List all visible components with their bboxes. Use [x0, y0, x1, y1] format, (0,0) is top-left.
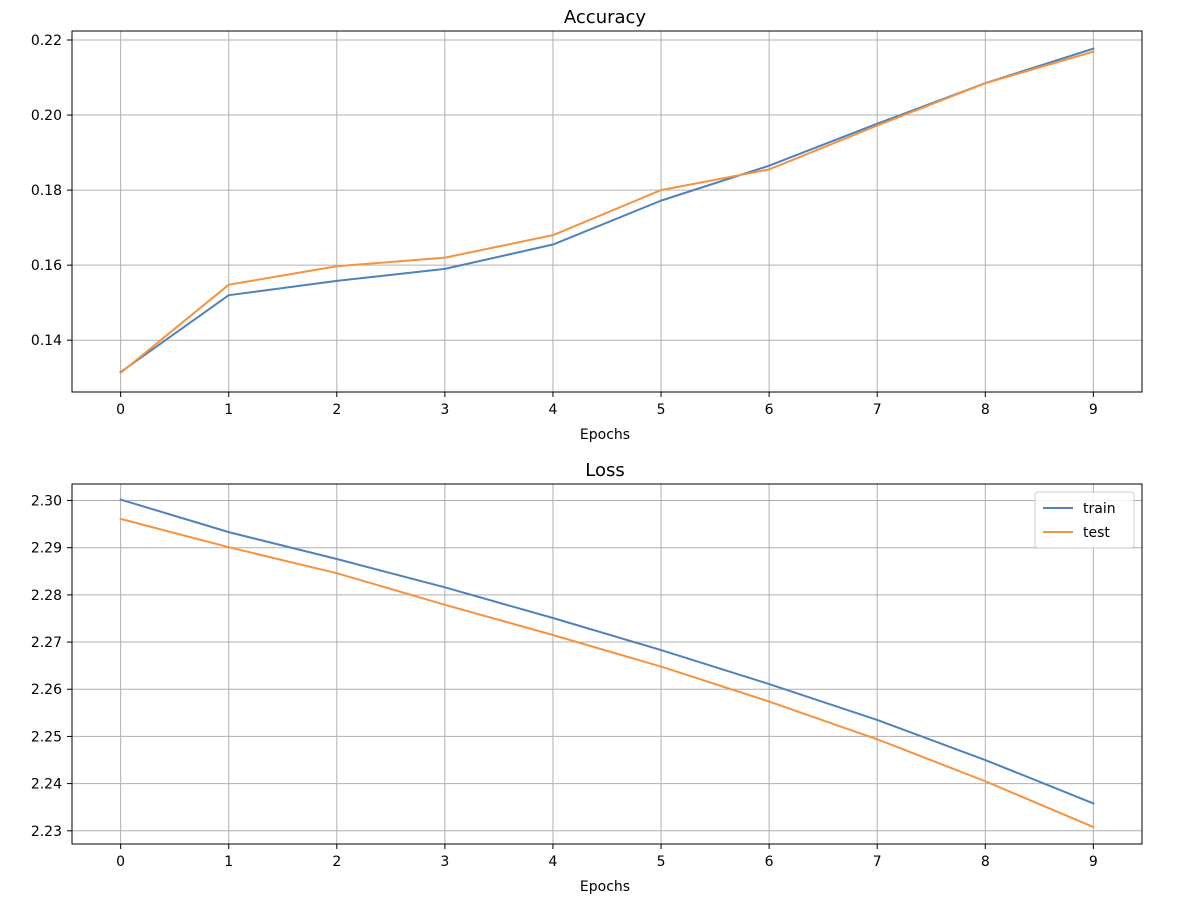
loss-legend-label: test — [1083, 525, 1110, 541]
loss-chart-title: Loss — [585, 460, 624, 481]
accuracy-ticks: 0 1 2 3 4 5 6 7 8 9 0.14 0.16 0.18 0.20 0.22 — [31, 33, 1098, 418]
accuracy-x-tick-label: 9 — [1089, 402, 1098, 418]
loss-y-tick-label: 2.30 — [31, 494, 62, 510]
loss-series-line-test — [119, 517, 1095, 829]
loss-chart: Loss 0 1 2 3 4 5 6 7 8 9 2.23 2.24 2.25 2.26 2.27 2.28 2… — [31, 460, 1143, 895]
loss-grid — [72, 484, 1142, 844]
loss-x-tick-label: 9 — [1089, 854, 1098, 870]
loss-x-tick-label: 0 — [116, 854, 125, 870]
accuracy-x-tick-label: 6 — [765, 402, 774, 418]
accuracy-chart-title: Accuracy — [564, 7, 647, 28]
accuracy-series — [119, 47, 1095, 375]
accuracy-x-tick-label: 1 — [224, 402, 233, 418]
loss-y-tick-label: 2.26 — [31, 682, 62, 698]
loss-x-tick-label: 2 — [332, 854, 341, 870]
accuracy-x-tick-label: 2 — [332, 402, 341, 418]
accuracy-y-tick-label: 0.14 — [31, 333, 62, 349]
loss-axes-frame — [71, 483, 1143, 845]
accuracy-series-line-series-2 — [119, 50, 1095, 375]
loss-x-tick-label: 3 — [440, 854, 449, 870]
accuracy-y-tick-label: 0.16 — [31, 258, 62, 274]
accuracy-axes-frame — [71, 30, 1143, 393]
loss-legend: train test — [1034, 491, 1135, 549]
loss-legend-label: train — [1083, 501, 1116, 517]
accuracy-x-tick-label: 5 — [657, 402, 666, 418]
loss-legend-box — [1034, 491, 1135, 549]
loss-y-tick-label: 2.28 — [31, 588, 62, 604]
accuracy-y-tick-label: 0.22 — [31, 33, 62, 49]
loss-series — [119, 498, 1095, 829]
accuracy-x-tick-label: 7 — [873, 402, 882, 418]
loss-x-tick-label: 8 — [981, 854, 990, 870]
loss-x-tick-label: 6 — [765, 854, 774, 870]
loss-x-tick-label: 4 — [548, 854, 557, 870]
loss-x-axis-label: Epochs — [580, 879, 630, 895]
accuracy-y-tick-label: 0.20 — [31, 108, 62, 124]
loss-y-tick-label: 2.23 — [31, 824, 62, 840]
accuracy-chart: Accuracy 0 1 2 3 4 5 6 7 8 90.140.160.180.200.22 … — [31, 7, 1143, 443]
loss-y-tick-label: 2.24 — [31, 777, 62, 793]
loss-y-tick-label: 2.27 — [31, 635, 62, 651]
accuracy-x-tick-label: 0 — [116, 402, 125, 418]
accuracy-x-tick-label: 4 — [548, 402, 557, 418]
accuracy-x-axis-label: Epochs — [580, 427, 630, 443]
loss-ticks: 0 1 2 3 4 5 6 7 8 9 2.23 2.24 2.25 2.26 2.27 2.28 2.29 2.… — [31, 494, 1098, 870]
accuracy-grid — [72, 31, 1142, 392]
loss-y-tick-label: 2.29 — [31, 541, 62, 557]
accuracy-y-tick-label: 0.18 — [31, 183, 62, 199]
accuracy-x-tick-label: 3 — [440, 402, 449, 418]
loss-x-tick-label: 7 — [873, 854, 882, 870]
loss-y-tick-label: 2.25 — [31, 729, 62, 745]
loss-x-tick-label: 1 — [224, 854, 233, 870]
loss-x-tick-label: 5 — [657, 854, 666, 870]
accuracy-x-tick-label: 8 — [981, 402, 990, 418]
loss-series-line-train — [119, 498, 1095, 805]
